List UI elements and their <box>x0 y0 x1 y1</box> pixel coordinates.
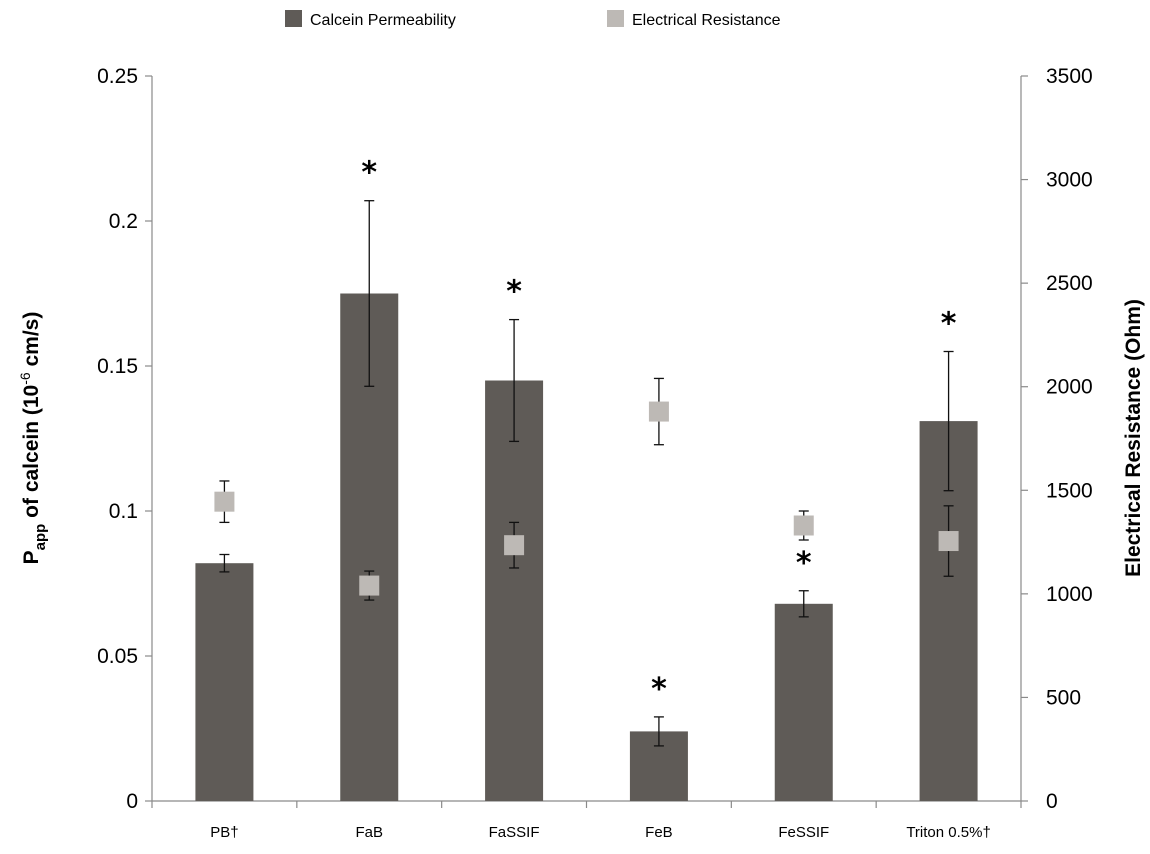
bar-error-bar <box>943 350 954 492</box>
y-right-tick-label: 1500 <box>1046 479 1093 502</box>
bar-error-bar <box>219 553 230 573</box>
resistance-point <box>359 575 380 596</box>
x-tick-label: Triton 0.5%† <box>906 824 991 841</box>
legend: Calcein Permeability Electrical Resistanc… <box>285 10 781 29</box>
y-left-tick-label: 0 <box>126 790 138 813</box>
bar-error-bar <box>509 318 520 443</box>
y-axis-right-title: Electrical Resistance (Ohm) <box>1122 299 1145 577</box>
chart-marks: * * * * * <box>195 156 978 801</box>
x-tick-label: FaB <box>355 824 383 841</box>
y-left-tick-label: 0.1 <box>109 500 138 523</box>
bar-error-bar <box>653 716 664 747</box>
y-axis-left-title: Papp of calcein (10-6 cm/s) <box>17 312 49 565</box>
y-left-tick-label: 0.25 <box>97 65 138 88</box>
axes: 0 0.05 0.1 0.15 0.2 0.25 0 500 1000 1500 2000 2500 3… <box>97 65 1093 841</box>
y-left-tick-label: 0.05 <box>97 645 138 668</box>
resistance-point <box>648 401 669 422</box>
bar <box>485 380 544 801</box>
y-left-tick-label: 0.2 <box>109 210 138 233</box>
legend-swatch <box>607 10 624 27</box>
legend-label: Electrical Resistance <box>632 12 781 29</box>
significance-marker: * <box>941 307 957 342</box>
y-right-tick-label: 2000 <box>1046 376 1093 399</box>
y-right-tick-label: 2500 <box>1046 272 1093 295</box>
x-tick-label: PB† <box>210 824 238 841</box>
bar-error-bar <box>798 590 809 618</box>
resistance-point <box>938 531 959 552</box>
x-tick-label: FaSSIF <box>489 824 540 841</box>
significance-marker: * <box>651 672 667 707</box>
resistance-point <box>793 515 814 536</box>
y-left-tick-label: 0.15 <box>97 355 138 378</box>
significance-marker: * <box>506 275 522 310</box>
resistance-point <box>504 535 525 556</box>
bar <box>774 603 833 801</box>
resistance-point <box>214 491 235 512</box>
legend-label: Calcein Permeability <box>310 12 456 29</box>
significance-marker: * <box>361 156 377 191</box>
significance-marker: * <box>796 546 812 581</box>
y-right-tick-label: 3000 <box>1046 169 1093 192</box>
x-tick-label: FeSSIF <box>778 824 829 841</box>
y-right-tick-label: 3500 <box>1046 65 1093 88</box>
y-right-tick-label: 0 <box>1046 790 1058 813</box>
y-right-tick-label: 1000 <box>1046 583 1093 606</box>
x-tick-label: FeB <box>645 824 673 841</box>
y-right-tick-label: 500 <box>1046 686 1081 709</box>
bar-error-bar <box>364 200 375 387</box>
legend-swatch <box>285 10 302 27</box>
bar <box>195 563 254 801</box>
